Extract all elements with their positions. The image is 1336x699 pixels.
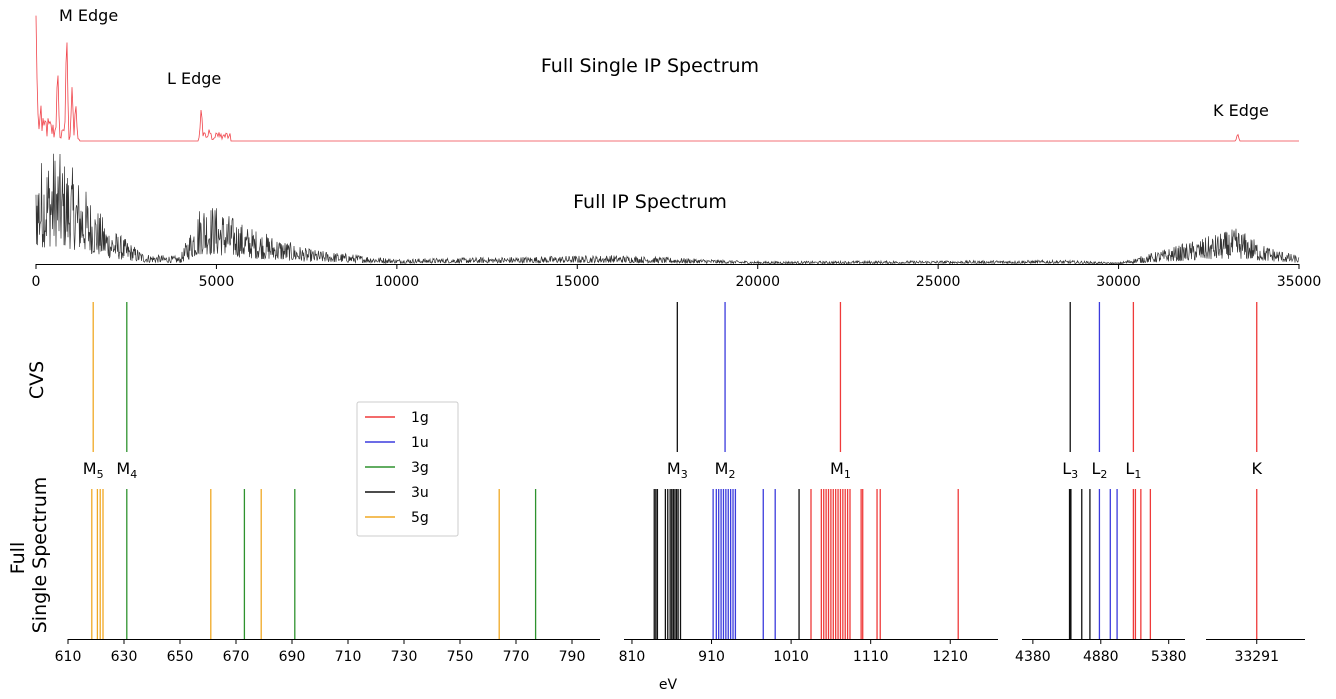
y-label-line-1: Full [7, 542, 29, 575]
bottom-x-tick-label: 770 [503, 649, 530, 665]
bottom-x-tick-label: 33291 [1234, 649, 1279, 665]
l-edge-annotation: L Edge [167, 69, 221, 88]
top-x-tick-label: 25000 [916, 274, 961, 290]
bottom-x-tick-label: 910 [698, 649, 725, 665]
top-x-tick-label: 15000 [555, 274, 600, 290]
top-panels [35, 15, 1300, 265]
edge-label: M3 [667, 459, 688, 481]
top-x-tick-label: 10000 [375, 274, 420, 290]
full-single-spectrum-y-label: Full Single Spectrum [7, 477, 51, 634]
edge-label: L3 [1062, 459, 1078, 481]
y-label-line-2: Single Spectrum [29, 477, 51, 634]
legend-label-1g: 1g [411, 410, 429, 426]
bottom-x-tick-label: 1010 [773, 649, 809, 665]
cvs-y-label: CVS [26, 361, 48, 399]
bottom-x-tick-label: 790 [559, 649, 586, 665]
k-edge-annotation: K Edge [1213, 101, 1269, 120]
bottom-x-tick-label: 650 [167, 649, 194, 665]
bottom-x-tick-label: 4380 [1015, 649, 1051, 665]
bottom-x-tick-label: 750 [447, 649, 474, 665]
single-ip-spectrum-title: Full Single IP Spectrum [541, 55, 759, 77]
edge-label: L1 [1125, 459, 1141, 481]
edge-label: M5 [83, 459, 104, 481]
bottom-x-tick-label: 810 [619, 649, 646, 665]
edge-label: M4 [116, 459, 137, 481]
bottom-x-tick-label: 690 [279, 649, 306, 665]
full-ip-spectrum-title: Full IP Spectrum [573, 191, 727, 213]
bottom-x-tick-label: 1110 [853, 649, 889, 665]
legend-label-5g: 5g [411, 510, 429, 526]
bottom-x-tick-label: 630 [111, 649, 138, 665]
edge-label: K [1251, 459, 1262, 478]
bottom-x-tick-label: 730 [391, 649, 418, 665]
bottom-x-tick-label: 610 [55, 649, 82, 665]
bottom-x-tick-label: 4880 [1083, 649, 1119, 665]
edge-label: M1 [830, 459, 851, 481]
legend-items: 1g 1u 3g 3u 5g [365, 410, 429, 526]
full-ip-spectrum-line [35, 153, 1300, 265]
top-x-axis: 0 5000 10000 15000 20000 25000 30000 35000 [32, 264, 1322, 290]
top-x-tick-label: 30000 [1096, 274, 1141, 290]
legend: 1g 1u 3g 3u 5g [356, 401, 459, 537]
bottom-x-tick-label: 670 [223, 649, 250, 665]
cvs-panel [92, 302, 1258, 452]
bottom-x-tick-label: 1210 [932, 649, 968, 665]
legend-label-3u: 3u [411, 485, 429, 501]
ev-x-axis-label: eV [659, 677, 678, 693]
single-ip-spectrum-line [35, 15, 1299, 142]
bottom-x-tick-label: 5380 [1151, 649, 1187, 665]
top-x-tick-label: 0 [32, 274, 41, 290]
top-x-tick-label: 20000 [735, 274, 780, 290]
bottom-x-tick-label: 710 [335, 649, 362, 665]
m-edge-annotation: M Edge [59, 6, 118, 25]
top-x-tick-label: 35000 [1277, 274, 1322, 290]
edge-label: L2 [1091, 459, 1107, 481]
top-x-tick-label: 5000 [199, 274, 235, 290]
legend-frame [356, 401, 459, 537]
legend-label-1u: 1u [411, 435, 429, 451]
full-single-spectrum-panel: M5 M4 M3 M2 M1 L3 L2 L1 K 610 630 650 670 690 710 730 75… [55, 459, 1305, 665]
legend-label-3g: 3g [411, 460, 429, 476]
edge-label: M2 [715, 459, 736, 481]
